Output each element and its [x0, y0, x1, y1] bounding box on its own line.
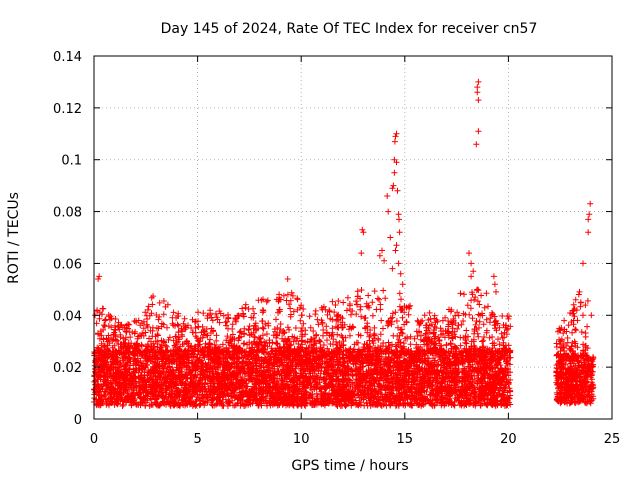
y-tick-label: 0.12 [53, 102, 82, 117]
y-tick-label: 0.1 [61, 154, 82, 169]
y-tick-label: 0 [74, 413, 82, 428]
axis-ticks [93, 55, 613, 420]
roti-points [91, 78, 597, 409]
x-tick-label: 10 [293, 432, 310, 447]
x-tick-label: 25 [604, 432, 621, 447]
y-axis-label: ROTI / TECUs [6, 192, 22, 284]
y-tick-labels: 0 0.02 0.04 0.06 0.08 0.1 0.12 0.14 [53, 50, 82, 428]
chart-title: Day 145 of 2024, Rate Of TEC Index for r… [161, 21, 538, 37]
x-tick-labels: 0 5 10 15 20 25 [90, 432, 620, 447]
y-tick-label: 0.06 [53, 257, 82, 272]
y-tick-label: 0.02 [53, 361, 82, 376]
plot-frame [93, 55, 613, 420]
x-axis-label: GPS time / hours [291, 458, 408, 474]
x-tick-label: 5 [193, 432, 201, 447]
x-tick-label: 15 [397, 432, 414, 447]
data-points [91, 78, 597, 409]
y-tick-label: 0.14 [53, 50, 82, 65]
grid [94, 56, 612, 419]
x-tick-label: 0 [90, 432, 98, 447]
x-tick-label: 20 [500, 432, 517, 447]
y-tick-label: 0.04 [53, 309, 82, 324]
y-tick-label: 0.08 [53, 206, 82, 221]
